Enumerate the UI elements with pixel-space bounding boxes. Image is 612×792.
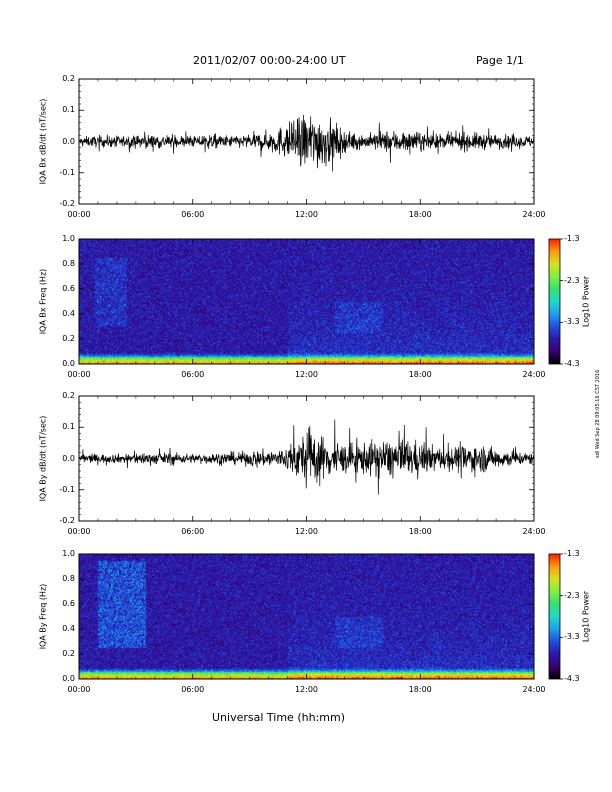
panel-frame-4 [78, 553, 535, 680]
y-axis-label: IQA By Freq (Hz) [38, 583, 48, 649]
figure-title: 2011/02/07 00:00-24:00 UT [193, 54, 346, 67]
x-tick-label: 12:00 [294, 370, 319, 379]
series-trace-1 [78, 114, 535, 172]
x-tick-label: 00:00 [67, 685, 91, 694]
y-axis-label: IQA By dB/dt (nT/sec) [38, 415, 48, 501]
x-tick-label: 12:00 [294, 685, 319, 694]
x-tick-label: 00:00 [67, 527, 91, 536]
colorbar-tick-label: -1.3 [564, 234, 580, 243]
timestamp-stamp: sdl Wed Sep 28 09:05:16 CST 2016 [595, 369, 601, 458]
y-tick-label: 0.6 [62, 599, 75, 608]
series-trace-3 [78, 419, 535, 495]
x-tick-label: 18:00 [408, 685, 432, 694]
colorbar-tick-label: -2.3 [564, 275, 580, 285]
x-tick-label: 06:00 [181, 370, 205, 379]
colorbar [548, 553, 561, 680]
spectrogram-bx-image [79, 239, 534, 364]
x-tick-label: 24:00 [522, 527, 546, 536]
x-tick-label: 12:00 [294, 210, 319, 219]
x-tick-label: 24:00 [522, 210, 546, 219]
y-tick-label: 0.2 [62, 334, 75, 343]
x-tick-label: 24:00 [522, 685, 546, 694]
x-tick-label: 18:00 [408, 370, 432, 379]
y-tick-label: 0.0 [62, 359, 75, 368]
x-tick-label: 00:00 [67, 210, 91, 219]
x-tick-label: 06:00 [181, 685, 205, 694]
y-tick-label: 0.6 [62, 284, 75, 293]
colorbar-label: Log10 Power [581, 590, 591, 642]
y-axis-label: IQA Bx dB/dt (nT/sec) [38, 98, 48, 184]
y-tick-label: -0.1 [59, 167, 75, 177]
y-axis-label: IQA Bx Freq (Hz) [38, 268, 48, 334]
colorbar-tick-label: -1.3 [564, 549, 580, 558]
x-axis-label: Universal Time (hh:mm) [212, 711, 345, 724]
y-tick-label: 0.2 [62, 74, 75, 83]
page-number: Page 1/1 [476, 54, 524, 67]
x-tick-label: 18:00 [408, 210, 432, 219]
y-tick-label: 0.0 [62, 136, 75, 146]
x-tick-label: 24:00 [522, 370, 546, 379]
colorbar-tick-label: -3.3 [564, 317, 580, 327]
y-tick-label: 0.2 [62, 649, 75, 658]
spectrogram-by-image [79, 554, 534, 679]
y-tick-label: -0.1 [59, 484, 75, 494]
y-tick-label: 0.2 [62, 391, 75, 400]
y-tick-label: 0.0 [62, 674, 75, 683]
x-tick-label: 06:00 [181, 527, 205, 536]
colorbar-tick-label: -4.3 [564, 674, 580, 683]
colorbar-label: Log10 Power [581, 275, 591, 327]
y-tick-label: -0.2 [59, 199, 75, 208]
y-tick-label: 0.1 [62, 422, 75, 432]
y-tick-label: 0.8 [62, 259, 75, 268]
colorbar-tick-label: -4.3 [564, 359, 580, 368]
colorbar-tick-label: -3.3 [564, 632, 580, 642]
colorbar-tick-label: -2.3 [564, 590, 580, 600]
y-tick-label: 0.4 [62, 309, 75, 318]
x-tick-label: 18:00 [408, 527, 432, 536]
y-tick-label: 0.1 [62, 105, 75, 115]
panel-frame-2 [78, 238, 535, 365]
x-tick-label: 06:00 [181, 210, 205, 219]
x-tick-label: 00:00 [67, 370, 91, 379]
y-tick-label: 1.0 [62, 549, 75, 558]
y-tick-label: -0.2 [59, 516, 75, 525]
y-tick-label: 0.8 [62, 574, 75, 583]
colorbar [548, 238, 561, 365]
y-tick-label: 0.0 [62, 453, 75, 463]
y-tick-label: 0.4 [62, 624, 75, 633]
x-tick-label: 12:00 [294, 527, 319, 536]
y-tick-label: 1.0 [62, 234, 75, 243]
